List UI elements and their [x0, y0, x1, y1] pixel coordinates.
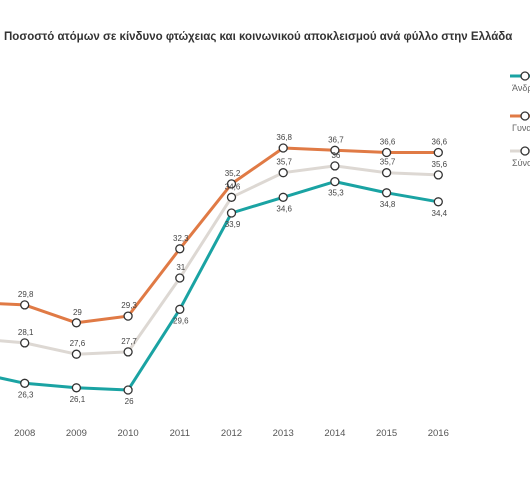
x-tick-label: 2013: [273, 428, 294, 439]
data-label-men: 34,4: [432, 209, 448, 218]
data-point-men: [20, 378, 30, 388]
x-tick-label: 2010: [118, 428, 139, 439]
series-lines: [0, 146, 439, 392]
data-label-total: 27,6: [70, 339, 86, 348]
series-line-women: [0, 146, 439, 325]
data-point-women: [433, 147, 443, 158]
data-point-total: [20, 338, 30, 348]
data-point-total: [330, 161, 340, 171]
chart-title: Ποσοστό ατόμων σε κίνδυνο φτώχειας και κ…: [4, 31, 512, 43]
series-line-total: [0, 164, 439, 356]
data-label-men: 29,6: [173, 316, 189, 325]
legend-label-men: Άνδρες: [512, 83, 530, 93]
data-label-women: 36,6: [432, 138, 448, 147]
data-label-women: 35,2: [225, 169, 241, 178]
x-tick-label: 2014: [324, 428, 345, 439]
data-point-women: [226, 179, 237, 189]
data-labels: 28,1 27,6 27,7 31 34,6 35,7 36 35,7 35,6 29,8 29 29…: [18, 133, 448, 406]
data-label-women: 32,3: [173, 234, 189, 243]
data-point-men: [71, 383, 82, 393]
x-tick-label: 2016: [428, 428, 449, 439]
data-point-men: [381, 188, 392, 198]
x-tick-label: 2008: [14, 428, 35, 439]
data-label-men: 34,8: [380, 200, 396, 209]
data-label-total: 28,1: [18, 328, 34, 337]
data-label-men: 34,6: [276, 204, 292, 213]
data-label-women: 29,3: [121, 301, 137, 310]
data-label-total: 35,7: [276, 158, 292, 167]
data-label-women: 29: [73, 308, 82, 317]
data-label-total: 35,6: [432, 160, 448, 169]
data-point-women: [381, 147, 392, 158]
data-label-total: 27,7: [121, 337, 137, 346]
data-point-women: [123, 311, 133, 321]
legend-marker-total: [520, 146, 530, 156]
series-points: [20, 143, 443, 395]
legend-label-total: Σύνολο: [512, 158, 530, 168]
data-label-total: 31: [176, 263, 185, 272]
data-label-men: 26,1: [70, 395, 86, 404]
data-label-men: 26,3: [18, 390, 34, 399]
data-label-men: 33,9: [225, 220, 241, 229]
data-label-men: 26: [125, 397, 134, 406]
legend-marker-men: [520, 71, 530, 81]
data-label-women: 36,7: [328, 135, 344, 144]
data-label-women: 29,8: [18, 290, 34, 299]
x-tick-label: 2009: [66, 428, 87, 439]
data-label-total: 36: [331, 151, 340, 160]
data-point-men: [175, 304, 185, 314]
data-point-men: [278, 192, 288, 202]
data-point-total: [226, 192, 237, 202]
data-label-total: 35,7: [380, 158, 396, 167]
data-point-women: [278, 143, 288, 153]
data-point-total: [123, 347, 133, 357]
data-label-men: 35,3: [328, 189, 344, 198]
data-point-men: [433, 197, 443, 207]
legend-marker-women: [520, 111, 530, 121]
data-point-women: [71, 318, 82, 328]
data-point-women: [330, 145, 340, 155]
legend-label-women: Γυναίκες: [512, 123, 530, 133]
data-point-total: [71, 349, 82, 359]
x-tick-label: 2011: [170, 428, 190, 439]
data-point-total: [175, 273, 185, 283]
legend: Άνδρες Γυναίκες Σύνολο: [510, 71, 530, 168]
series-line-men: [0, 180, 439, 392]
data-point-women: [175, 244, 185, 254]
data-label-women: 36,8: [276, 133, 292, 142]
data-point-women: [20, 300, 30, 310]
x-tick-label: 2015: [376, 428, 397, 439]
x-axis-ticks: 2008 2009 2010 2011 2012 2013 2014 2015 2016: [14, 428, 449, 439]
data-point-men: [123, 385, 133, 395]
data-label-women: 36,6: [380, 138, 396, 147]
x-tick-label: 2012: [221, 428, 242, 439]
data-label-total: 34,6: [225, 182, 241, 191]
data-point-total: [433, 170, 443, 180]
data-point-men: [226, 208, 237, 218]
data-point-total: [278, 168, 288, 178]
data-point-total: [381, 168, 392, 178]
data-point-men: [330, 176, 340, 187]
